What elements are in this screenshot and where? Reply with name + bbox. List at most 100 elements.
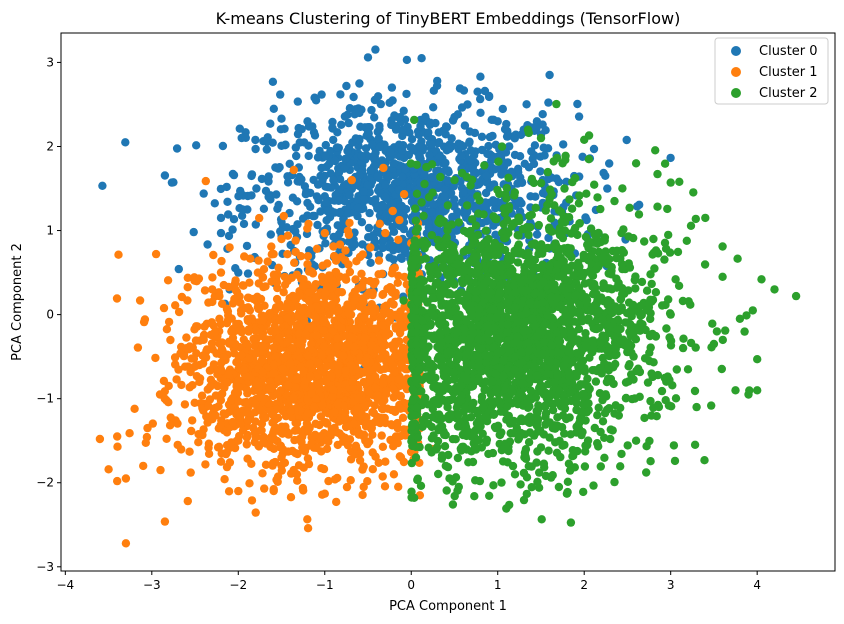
data-point [311, 394, 321, 403]
data-point [349, 419, 359, 428]
data-point [172, 144, 182, 153]
data-point [347, 175, 356, 185]
data-point [259, 204, 269, 213]
data-point [224, 210, 233, 219]
data-point [448, 500, 458, 509]
data-point [344, 237, 354, 246]
data-point [541, 409, 551, 418]
data-point [371, 383, 380, 392]
data-point [554, 177, 563, 187]
data-point [465, 127, 474, 136]
data-point [411, 216, 421, 225]
data-point [243, 316, 253, 326]
data-point [521, 445, 531, 454]
data-point [343, 441, 353, 450]
data-point [289, 365, 299, 375]
data-point [377, 404, 387, 413]
data-point [216, 457, 226, 466]
data-point [217, 299, 227, 308]
data-point [590, 180, 599, 189]
data-point [192, 141, 201, 150]
data-point [424, 443, 433, 452]
data-point [470, 442, 480, 451]
data-point [133, 343, 143, 352]
data-point [328, 385, 338, 394]
data-point [229, 170, 239, 180]
data-point [224, 370, 233, 379]
data-point [354, 430, 364, 439]
data-point [359, 368, 368, 377]
data-point [284, 381, 293, 390]
data-point [252, 380, 262, 389]
data-point [264, 192, 273, 202]
data-point [594, 403, 603, 412]
data-point [378, 202, 388, 211]
data-point [375, 354, 385, 363]
data-point [516, 480, 525, 489]
data-point [166, 335, 175, 345]
data-point [359, 187, 369, 196]
data-point [378, 243, 387, 253]
data-point [378, 290, 387, 299]
data-point [194, 438, 203, 447]
data-point [432, 166, 441, 176]
data-point [299, 463, 308, 472]
data-point [229, 215, 239, 224]
data-point [397, 254, 406, 263]
data-point [141, 438, 150, 447]
data-point [489, 198, 498, 207]
data-point [303, 515, 312, 524]
data-point [358, 490, 367, 500]
data-point [160, 171, 170, 180]
series-cluster-2 [399, 99, 801, 527]
data-point [283, 231, 293, 240]
data-point [373, 391, 382, 400]
data-point [188, 416, 197, 425]
data-point [368, 140, 377, 149]
data-point [434, 138, 444, 147]
data-point [408, 146, 418, 155]
data-point [389, 159, 399, 168]
data-point [164, 381, 173, 391]
data-point [555, 436, 564, 445]
data-point [365, 288, 374, 297]
data-point [121, 138, 130, 147]
data-point [544, 98, 553, 107]
data-point [363, 128, 373, 138]
data-point [316, 432, 325, 441]
data-point [380, 482, 390, 491]
data-point [277, 114, 286, 123]
data-point [179, 351, 189, 361]
data-point [389, 442, 398, 451]
data-point [545, 70, 554, 80]
data-point [388, 405, 397, 415]
data-point [139, 461, 148, 471]
data-point [234, 376, 243, 385]
data-point [257, 174, 267, 184]
data-point [322, 198, 331, 207]
data-point [234, 436, 243, 445]
data-point [211, 411, 220, 420]
data-point [351, 441, 361, 450]
data-point [532, 458, 541, 467]
data-point [217, 344, 226, 354]
data-point [330, 208, 339, 217]
data-point [465, 138, 474, 148]
data-point [359, 324, 369, 333]
data-point [216, 268, 226, 277]
data-point [279, 288, 288, 297]
data-point [350, 342, 359, 352]
data-point [427, 285, 437, 294]
data-point [415, 151, 424, 160]
data-point [343, 300, 352, 309]
data-point [481, 226, 491, 235]
data-point [333, 143, 342, 152]
data-point [442, 326, 451, 335]
data-point [379, 163, 388, 173]
data-point [503, 402, 512, 411]
data-point [360, 313, 369, 322]
data-point [398, 125, 407, 134]
data-point [437, 451, 447, 460]
data-point [433, 269, 442, 279]
data-point [174, 307, 184, 317]
